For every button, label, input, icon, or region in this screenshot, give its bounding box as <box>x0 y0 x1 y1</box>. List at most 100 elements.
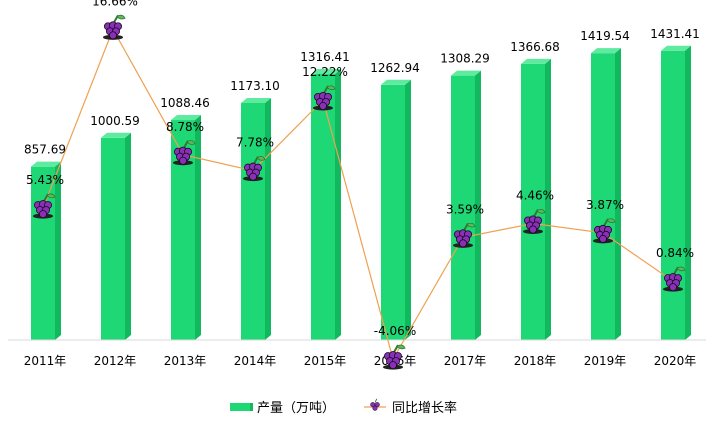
growth-value-label: 8.78% <box>166 120 204 134</box>
growth-value-label: 4.46% <box>516 189 554 203</box>
grape-leaf <box>256 156 266 161</box>
bar-value-label: 1173.10 <box>230 79 280 93</box>
bar-top <box>311 68 341 74</box>
x-tick-labels: 2011年2012年2013年2014年2015年2016年2017年2018年… <box>24 354 697 368</box>
bar-value-label: 1419.54 <box>580 29 630 43</box>
bar-value-label: 1088.46 <box>160 96 210 110</box>
legend-grape-icon <box>370 398 380 411</box>
bar-front <box>381 84 405 341</box>
grape-leaf <box>536 208 546 214</box>
grape-berry <box>109 31 117 40</box>
grape-leaf <box>396 344 406 350</box>
bar-top <box>521 58 551 64</box>
bar-front <box>661 50 685 340</box>
grape-leaf <box>466 222 476 228</box>
bar-1 <box>101 132 131 340</box>
x-tick-label: 2020年 <box>654 354 697 368</box>
grape-berry <box>599 234 607 243</box>
x-tick-label: 2017年 <box>444 354 487 368</box>
growth-value-label: 12.22% <box>302 65 348 79</box>
growth-value-label: 16.66% <box>92 0 138 8</box>
grape-icon <box>243 156 266 182</box>
growth-value-label: 7.78% <box>236 136 274 150</box>
x-tick-label: 2018年 <box>514 354 557 368</box>
bar-front <box>311 73 335 341</box>
bar-side <box>335 68 341 341</box>
x-tick-label: 2012年 <box>94 354 137 368</box>
bar-front <box>31 166 55 340</box>
x-tick-label: 2014年 <box>234 354 277 368</box>
bar-9 <box>661 45 691 340</box>
bar-top <box>661 45 691 51</box>
grape-leaf <box>606 218 616 223</box>
grape-icon <box>33 193 56 219</box>
legend: 产量（万吨） 同比增长率 <box>230 398 457 416</box>
bar-value-labels: 857.69 1000.59 1088.46 1173.10 1316.41 1262.9… <box>24 27 700 157</box>
bar-side <box>125 132 131 340</box>
growth-value-label: 3.87% <box>586 198 624 212</box>
grape-leaf <box>46 193 56 199</box>
grape-icon <box>593 218 616 244</box>
x-tick-label: 2019年 <box>584 354 627 368</box>
legend-bar-swatch-side <box>250 403 253 411</box>
bar-top <box>381 79 411 85</box>
bar-side <box>685 45 691 340</box>
growth-value-label: 5.43% <box>26 173 64 187</box>
legend-label-growth: 同比增长率 <box>392 400 457 416</box>
grape-icon <box>103 14 126 40</box>
bar-6 <box>451 70 481 340</box>
bar-8 <box>591 48 621 340</box>
growth-value-label: 0.84% <box>656 246 694 260</box>
grape-icon <box>663 266 686 292</box>
x-tick-label: 2013年 <box>164 354 207 368</box>
bar-side <box>545 58 551 340</box>
legend-item-production[interactable]: 产量（万吨） <box>230 401 335 416</box>
growth-line <box>42 27 674 361</box>
bar-side <box>195 115 201 340</box>
bar-value-label: 1262.94 <box>370 61 420 75</box>
grape-berry <box>39 210 47 219</box>
bar-front <box>451 75 475 340</box>
grape-icon <box>523 208 546 235</box>
x-tick-label: 2011年 <box>24 354 67 368</box>
bar-top <box>171 115 201 121</box>
bar-value-label: 1308.29 <box>440 52 490 66</box>
bar-top <box>591 48 621 54</box>
bar-top <box>451 70 481 76</box>
grape-icon <box>453 222 476 248</box>
growth-value-labels: 5.43% 16.66% 8.78% 7.78% 12.22% -4.06% 3.59% 4.… <box>26 0 694 338</box>
legend-item-growth[interactable]: 同比增长率 <box>364 398 457 416</box>
bar-side <box>405 79 411 341</box>
bar-value-label: 857.69 <box>24 143 66 157</box>
bar-front <box>521 63 545 340</box>
grape-icon <box>313 85 336 111</box>
grape-berry <box>319 101 327 110</box>
grape-leaf <box>116 14 126 20</box>
x-tick-label: 2015年 <box>304 354 347 368</box>
bar-7 <box>521 58 551 340</box>
growth-value-label: 3.59% <box>446 202 484 216</box>
grape-berry <box>389 361 397 370</box>
bar-value-label: 1316.41 <box>300 50 350 64</box>
bar-top <box>101 132 131 138</box>
grape-berry <box>249 172 257 181</box>
growth-line-layer <box>33 14 686 370</box>
bar-top <box>31 161 61 167</box>
bar-value-label: 1431.41 <box>650 27 700 41</box>
bar-5 <box>381 79 411 341</box>
grape-berry <box>529 225 537 234</box>
bar-top <box>241 97 271 103</box>
bar-0 <box>31 161 61 340</box>
bars-layer <box>31 45 691 341</box>
grape-berry <box>459 239 467 248</box>
grape-leaf <box>326 85 336 91</box>
grape-icon <box>383 344 406 370</box>
bar-front <box>241 102 265 340</box>
bar-value-label: 1366.68 <box>510 40 560 54</box>
growth-value-label: -4.06% <box>374 324 416 338</box>
grape-berry <box>179 156 187 165</box>
grape-icon <box>173 140 196 166</box>
grape-berry <box>669 283 677 292</box>
bar-3 <box>241 97 271 340</box>
